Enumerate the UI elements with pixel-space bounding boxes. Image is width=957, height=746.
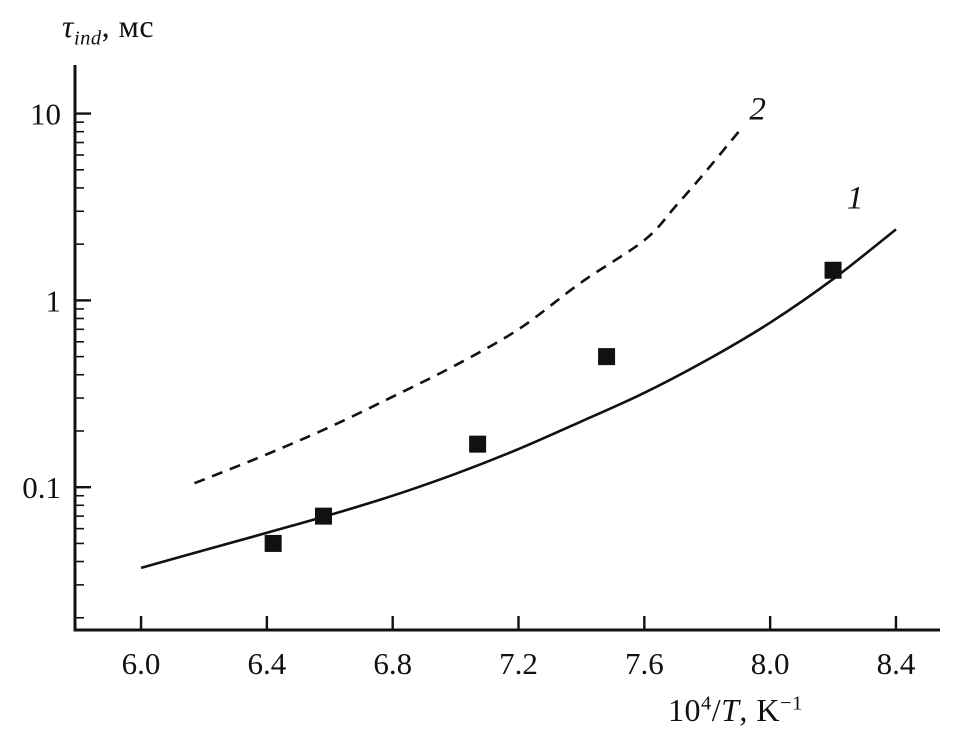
x-tick-label: 6.4 [247, 646, 286, 681]
x-title-base: 10 [668, 692, 701, 728]
y-title-units: , мс [101, 8, 155, 44]
y-title-subscript: ind [73, 27, 102, 50]
x-tick-label: 8.0 [751, 646, 790, 681]
x-tick-label: 7.6 [625, 646, 664, 681]
x-title-units-exponent: −1 [780, 692, 803, 715]
data-point [314, 507, 332, 525]
y-axis-title: τind, мс [62, 8, 155, 49]
x-title-exponent: 4 [701, 692, 712, 715]
data-point [264, 534, 282, 552]
y-tick-label: 1 [46, 283, 62, 318]
curve-label-1: 1 [847, 181, 864, 217]
x-tick-label: 6.8 [373, 646, 412, 681]
x-tick-label: 6.0 [122, 646, 161, 681]
x-axis-title: 104/T, K−1 [668, 692, 803, 729]
y-title-tau: τ [62, 8, 74, 44]
y-tick-label: 10 [30, 97, 61, 132]
x-title-units: , K [739, 692, 781, 728]
x-tick-label: 8.4 [877, 646, 916, 681]
curve-2 [194, 130, 740, 485]
y-tick-label: 0.1 [22, 470, 61, 505]
curve-label-2: 2 [749, 91, 766, 127]
data-point [469, 435, 487, 453]
x-title-slash: / [711, 692, 722, 728]
data-point [824, 261, 842, 279]
x-tick-label: 7.2 [499, 646, 538, 681]
data-point [598, 348, 616, 366]
curve-1 [140, 228, 897, 570]
x-title-variable: T [721, 692, 740, 728]
